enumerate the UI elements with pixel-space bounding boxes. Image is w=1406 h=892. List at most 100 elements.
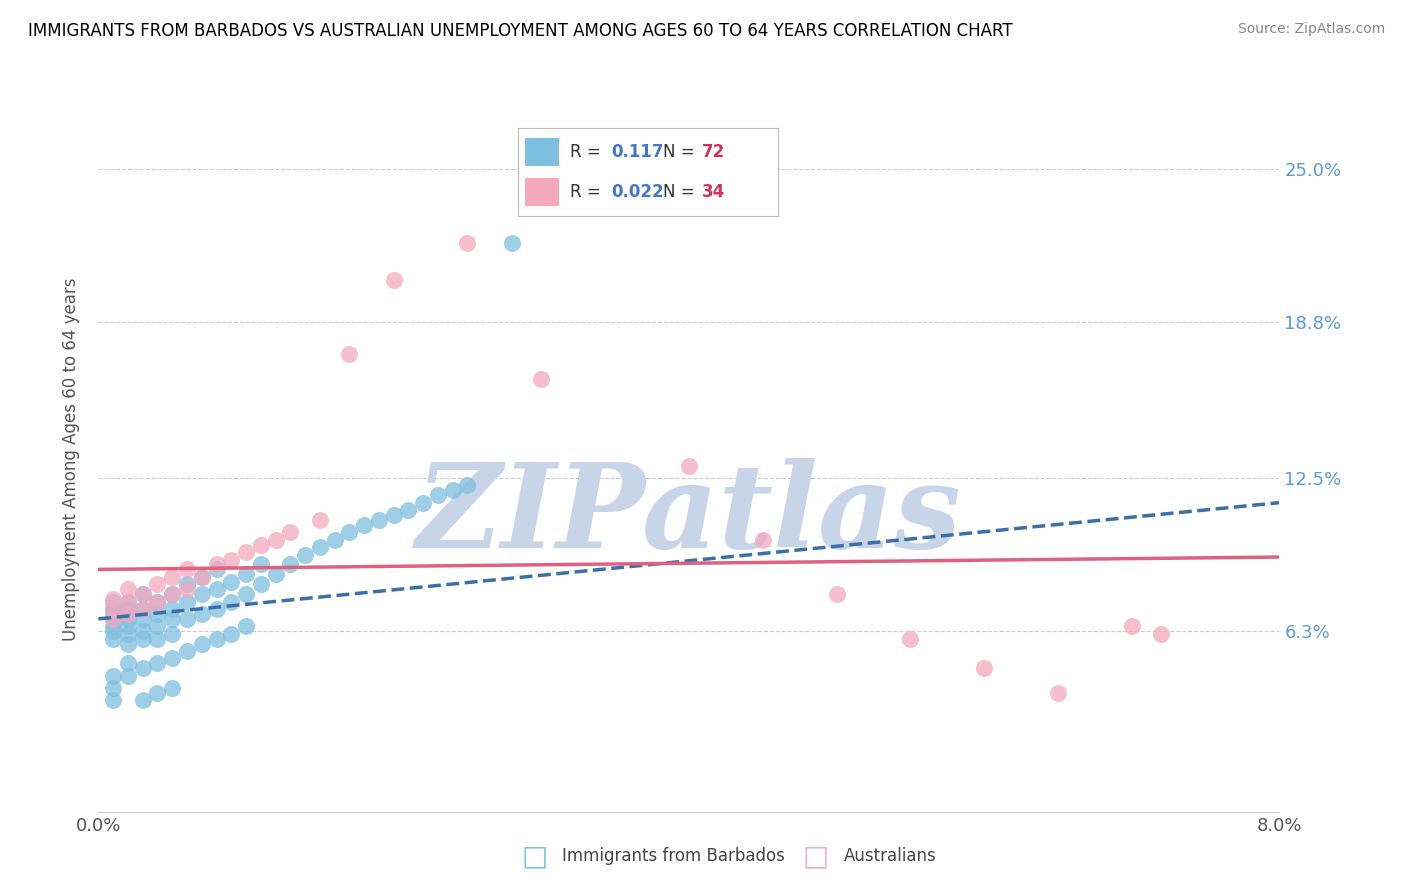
Point xyxy=(103,602,125,616)
Point xyxy=(117,602,139,616)
Point xyxy=(825,587,848,601)
Point xyxy=(309,540,332,554)
Point xyxy=(191,637,214,651)
Point xyxy=(1046,686,1070,700)
Point xyxy=(221,626,243,640)
Point xyxy=(339,347,361,361)
Text: Australians: Australians xyxy=(844,847,936,865)
Point xyxy=(412,496,434,510)
Point xyxy=(973,661,995,675)
Point xyxy=(162,602,183,616)
Point xyxy=(117,669,139,683)
Point xyxy=(752,533,775,547)
Point xyxy=(117,607,139,621)
Text: IMMIGRANTS FROM BARBADOS VS AUSTRALIAN UNEMPLOYMENT AMONG AGES 60 TO 64 YEARS CO: IMMIGRANTS FROM BARBADOS VS AUSTRALIAN U… xyxy=(28,22,1012,40)
Point xyxy=(117,619,139,633)
Point xyxy=(339,525,361,540)
Point xyxy=(117,582,139,597)
Text: Immigrants from Barbados: Immigrants from Barbados xyxy=(562,847,786,865)
Point xyxy=(132,624,155,639)
Point xyxy=(678,458,700,473)
Point xyxy=(103,602,125,616)
Point xyxy=(264,533,287,547)
Point xyxy=(103,594,125,608)
Point xyxy=(162,570,183,584)
Point xyxy=(382,508,405,522)
Point xyxy=(280,558,302,572)
Point xyxy=(103,669,125,683)
Point xyxy=(146,594,169,608)
Point xyxy=(191,570,214,584)
Point xyxy=(1121,619,1143,633)
Point xyxy=(176,594,198,608)
Point xyxy=(235,545,257,559)
Point xyxy=(146,632,169,646)
Point xyxy=(191,607,214,621)
Point xyxy=(176,582,198,597)
Point xyxy=(117,612,139,626)
Point xyxy=(162,587,183,601)
Point xyxy=(103,681,125,695)
Point xyxy=(176,562,198,576)
Point xyxy=(441,483,464,498)
Point xyxy=(457,235,479,250)
Point xyxy=(103,624,125,639)
Point xyxy=(1150,626,1173,640)
Point xyxy=(176,644,198,658)
Point xyxy=(323,533,346,547)
Point xyxy=(280,525,302,540)
Point xyxy=(146,594,169,608)
Point xyxy=(103,607,125,621)
Y-axis label: Unemployment Among Ages 60 to 64 years: Unemployment Among Ages 60 to 64 years xyxy=(62,277,80,641)
Point xyxy=(132,693,155,707)
Point xyxy=(103,592,125,607)
Text: □: □ xyxy=(522,842,547,871)
Point xyxy=(205,602,228,616)
Point xyxy=(382,273,405,287)
Point xyxy=(132,612,155,626)
Point xyxy=(162,626,183,640)
Point xyxy=(427,488,450,502)
Point xyxy=(191,587,214,601)
Point xyxy=(103,612,125,626)
Point xyxy=(205,582,228,597)
Point xyxy=(117,637,139,651)
Point xyxy=(235,567,257,582)
Point xyxy=(530,372,553,386)
Point xyxy=(162,651,183,665)
Point xyxy=(132,661,155,675)
Point xyxy=(191,570,214,584)
Point xyxy=(132,587,155,601)
Point xyxy=(250,538,273,552)
Point xyxy=(398,503,420,517)
Point xyxy=(501,235,523,250)
Point xyxy=(162,612,183,626)
Point xyxy=(250,577,273,591)
Point xyxy=(146,607,169,621)
Point xyxy=(235,619,257,633)
Point xyxy=(309,513,332,527)
Point xyxy=(235,587,257,601)
Point xyxy=(221,552,243,566)
Text: □: □ xyxy=(803,842,828,871)
Point xyxy=(221,574,243,589)
Point xyxy=(146,686,169,700)
Point xyxy=(132,587,155,601)
Point xyxy=(221,594,243,608)
Point xyxy=(117,626,139,640)
Point xyxy=(132,632,155,646)
Point xyxy=(132,602,155,616)
Point xyxy=(205,558,228,572)
Point xyxy=(264,567,287,582)
Point xyxy=(162,587,183,601)
Point xyxy=(294,548,316,562)
Point xyxy=(132,602,155,616)
Point xyxy=(457,478,479,492)
Point xyxy=(146,577,169,591)
Point xyxy=(103,619,125,633)
Point xyxy=(117,594,139,608)
Point xyxy=(353,517,375,532)
Point xyxy=(117,594,139,608)
Point xyxy=(176,577,198,591)
Point xyxy=(146,619,169,633)
